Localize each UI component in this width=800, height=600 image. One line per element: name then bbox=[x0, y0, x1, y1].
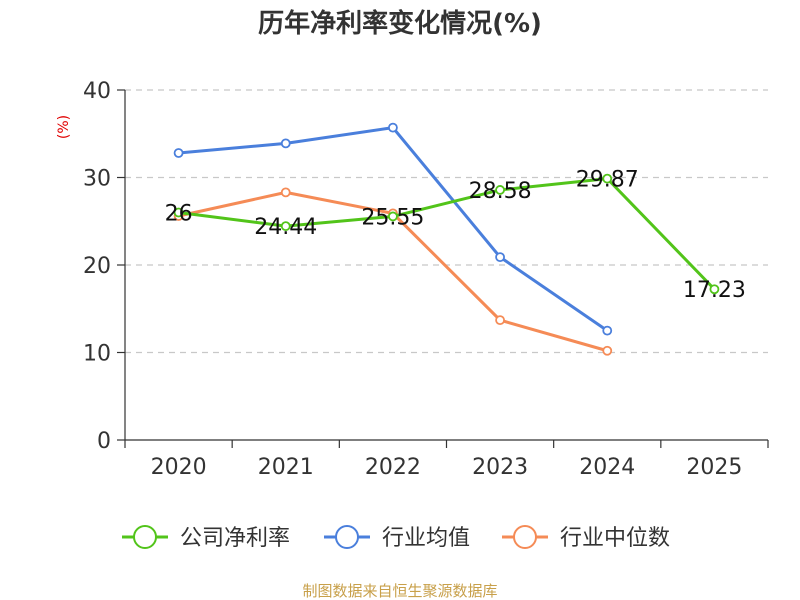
source-note: 制图数据来自恒生聚源数据库 bbox=[302, 582, 497, 600]
data-point bbox=[280, 221, 291, 232]
legend-label: 行业均值 bbox=[382, 526, 470, 551]
legend-marker bbox=[133, 525, 157, 549]
x-tick-label: 2022 bbox=[365, 455, 421, 480]
y-tick-label: 30 bbox=[83, 167, 111, 192]
legend-item-1: 行业均值 bbox=[324, 525, 470, 551]
data-point bbox=[495, 252, 505, 263]
series-line bbox=[178, 177, 716, 291]
y-tick-label: 20 bbox=[83, 254, 111, 279]
data-label: 17.23 bbox=[683, 278, 746, 303]
legend-label: 行业中位数 bbox=[560, 526, 670, 551]
legend-item-0: 公司净利率 bbox=[122, 525, 290, 551]
data-point bbox=[602, 325, 613, 336]
legend-label: 公司净利率 bbox=[180, 526, 290, 551]
gridlines bbox=[125, 89, 768, 354]
data-label: 26 bbox=[165, 202, 193, 227]
series-1 bbox=[173, 122, 613, 336]
data-label: 25.55 bbox=[361, 205, 424, 230]
data-label: 28.58 bbox=[469, 179, 532, 204]
data-point bbox=[388, 211, 398, 222]
chart-title: 历年净利率变化情况(%) bbox=[258, 8, 542, 39]
y-tick-label: 0 bbox=[97, 429, 111, 454]
data-point bbox=[173, 148, 184, 158]
x-tick-label: 2023 bbox=[472, 455, 528, 480]
x-tick-label: 2021 bbox=[258, 455, 314, 480]
data-label: 29.87 bbox=[576, 168, 639, 193]
data-point bbox=[602, 345, 613, 356]
data-point bbox=[602, 173, 613, 184]
data-point bbox=[388, 122, 398, 133]
legend: 公司净利率 行业均值 行业中位数 bbox=[122, 525, 670, 551]
data-labels: 26 24.44 25.55 28.58 29.87 17.23 bbox=[165, 168, 746, 304]
series-0 bbox=[173, 173, 720, 295]
legend-marker bbox=[335, 525, 359, 549]
x-tick-label: 2024 bbox=[579, 455, 635, 480]
axes: 0 10 20 30 40 2020 2021 2022 2023 2024 2025 bbox=[83, 79, 769, 480]
legend-item-2: 行业中位数 bbox=[502, 525, 670, 551]
legend-marker bbox=[513, 525, 537, 549]
x-tick-label: 2020 bbox=[151, 455, 207, 480]
data-point bbox=[173, 207, 184, 218]
series-lines bbox=[173, 122, 720, 356]
data-point bbox=[495, 185, 505, 195]
data-point bbox=[709, 284, 720, 295]
y-axis-label: (%) bbox=[56, 115, 72, 139]
x-tick-label: 2025 bbox=[686, 455, 742, 480]
data-point bbox=[495, 315, 505, 326]
data-label: 24.44 bbox=[254, 215, 317, 240]
y-tick-label: 40 bbox=[83, 79, 111, 104]
data-point bbox=[280, 138, 291, 149]
data-point bbox=[280, 187, 291, 198]
y-tick-label: 10 bbox=[83, 342, 111, 367]
